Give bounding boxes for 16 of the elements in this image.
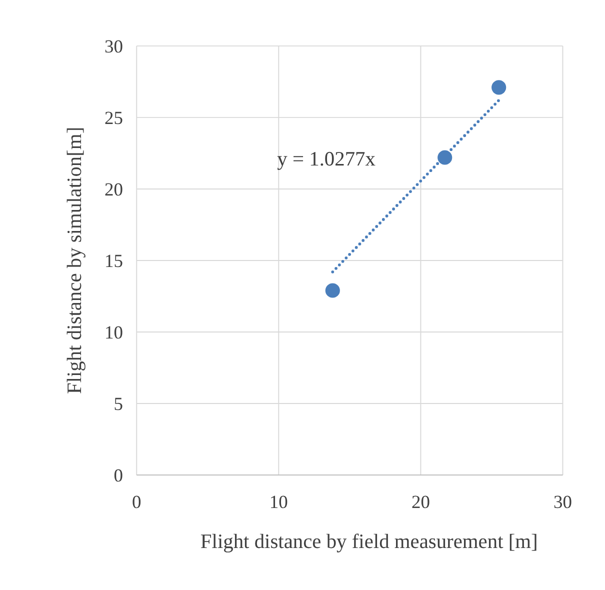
y-tick-label: 0 bbox=[114, 465, 124, 486]
x-tick-label: 20 bbox=[411, 492, 430, 512]
y-tick-label: 20 bbox=[104, 179, 124, 200]
point bbox=[492, 80, 506, 95]
y-tick-label: 25 bbox=[104, 108, 124, 128]
y-tick-label: 15 bbox=[104, 250, 124, 271]
y-tick-label: 5 bbox=[114, 394, 124, 414]
x-tick-label: 30 bbox=[554, 492, 572, 512]
x-tick-label: 10 bbox=[269, 492, 288, 512]
x-tick-label: 0 bbox=[132, 492, 142, 512]
y-tick-label: 10 bbox=[104, 322, 124, 342]
point bbox=[325, 283, 340, 298]
x-axis-title: Flight distance by field measurement [m] bbox=[200, 530, 538, 553]
annotation: y = 1.0277x bbox=[277, 148, 376, 171]
y-tick-label: 30 bbox=[104, 36, 124, 56]
y-axis-title: Flight distance by simulation[m] bbox=[64, 126, 86, 394]
